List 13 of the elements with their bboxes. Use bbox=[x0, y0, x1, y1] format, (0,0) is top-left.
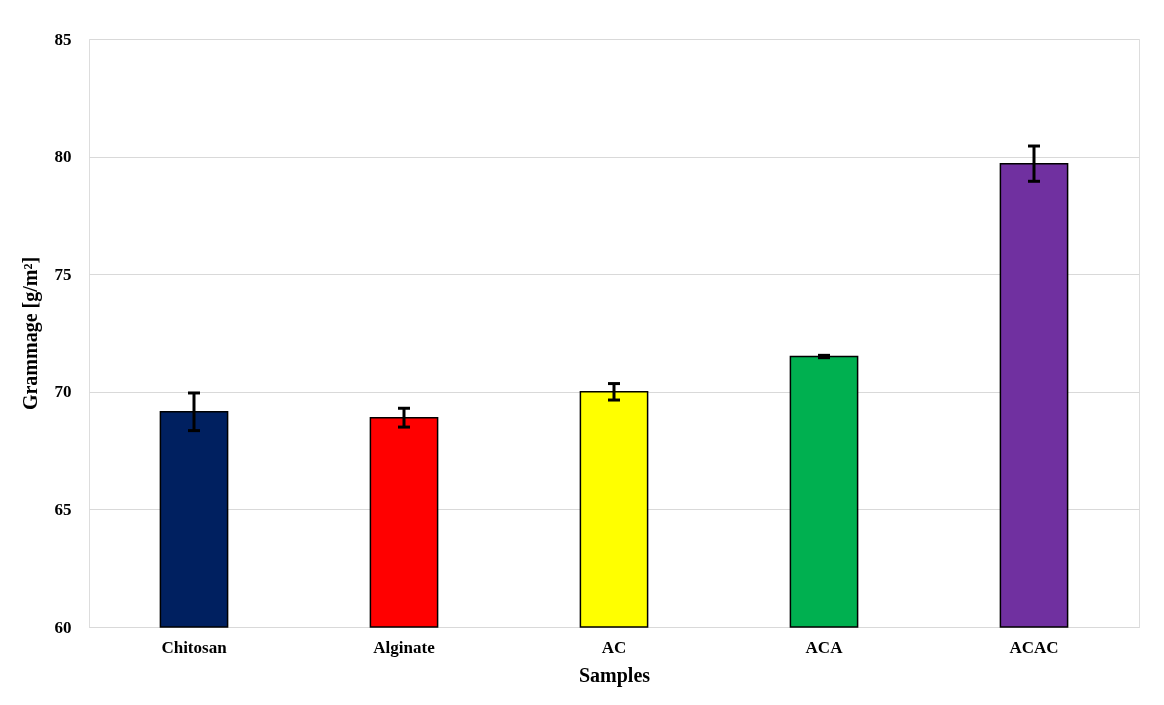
y-tick-label: 85 bbox=[54, 29, 72, 49]
y-tick-label: 70 bbox=[54, 382, 72, 402]
y-tick-label: 75 bbox=[54, 264, 72, 284]
x-tick-label: ACA bbox=[805, 637, 844, 657]
x-tick-label: AC bbox=[601, 637, 627, 657]
y-axis-title: Grammage [g/m²] bbox=[18, 256, 42, 411]
x-tick-label: Chitosan bbox=[161, 637, 228, 657]
y-tick-label: 65 bbox=[54, 499, 72, 519]
y-tick-label: 80 bbox=[54, 147, 72, 167]
y-tick-label: 60 bbox=[54, 617, 72, 637]
x-axis-title: Samples bbox=[578, 663, 651, 687]
x-tick-label: Alginate bbox=[373, 637, 436, 657]
x-tick-label: ACAC bbox=[1009, 637, 1059, 657]
